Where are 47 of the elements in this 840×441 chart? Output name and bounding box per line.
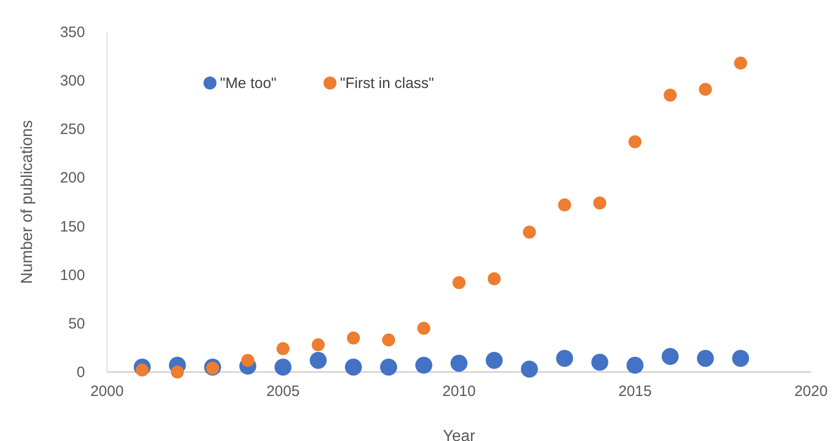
y-tick-label: 350 <box>60 24 85 41</box>
legend-label: "Me too" <box>220 75 277 92</box>
x-tick-label: 2020 <box>794 383 828 400</box>
point <box>382 333 396 346</box>
point <box>734 56 748 70</box>
point <box>170 366 184 378</box>
y-tick-label: 0 <box>76 364 85 381</box>
point <box>452 276 466 290</box>
y-tick-label: 250 <box>60 121 85 138</box>
x-tick-label: 2000 <box>90 383 124 400</box>
point <box>698 82 712 96</box>
point <box>417 322 430 335</box>
point <box>274 358 292 376</box>
y-tick-label: 50 <box>68 315 85 332</box>
legend-label: "First in class" <box>340 75 434 92</box>
x-tick-label: 2015 <box>618 383 652 400</box>
point <box>488 272 501 286</box>
point <box>732 350 750 367</box>
point <box>556 350 574 367</box>
point <box>276 342 290 356</box>
point <box>662 348 679 365</box>
point <box>450 354 468 372</box>
point <box>486 352 503 369</box>
y-tick-label: 200 <box>60 170 85 187</box>
point <box>312 338 325 352</box>
point <box>664 88 677 102</box>
point <box>241 354 254 367</box>
point <box>522 226 536 239</box>
x-tick-label: 2005 <box>266 383 300 400</box>
point <box>628 135 642 148</box>
x-axis-title: Year <box>442 428 476 441</box>
point <box>696 350 714 367</box>
y-tick-label: 100 <box>60 266 85 284</box>
point <box>415 356 432 374</box>
point <box>380 358 398 376</box>
point <box>593 196 606 210</box>
point <box>520 360 538 378</box>
x-tick-label: 2010 <box>442 383 476 400</box>
point <box>344 358 362 376</box>
point <box>626 356 644 374</box>
point <box>346 332 360 344</box>
point <box>558 198 572 212</box>
point <box>310 352 327 369</box>
y-tick-label: 300 <box>60 72 85 90</box>
point <box>591 354 608 371</box>
y-tick-label: 150 <box>60 218 85 236</box>
y-axis-title: Number of publications <box>19 120 36 284</box>
